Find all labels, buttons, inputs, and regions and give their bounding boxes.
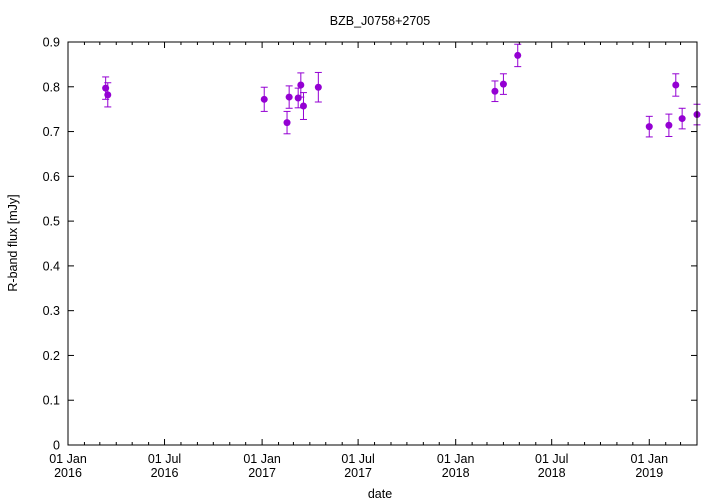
data-point <box>514 51 522 59</box>
data-point <box>297 81 305 89</box>
y-tick-label: 0.7 <box>43 125 60 139</box>
x-tick-label-line1: 01 Jul <box>535 452 568 466</box>
x-tick-label-line2: 2016 <box>151 466 179 480</box>
x-tick-label-line2: 2016 <box>54 466 82 480</box>
x-tick-label: 01 Jan 2019 <box>631 452 669 480</box>
data-point <box>260 95 268 103</box>
data-point <box>104 91 112 99</box>
x-tick-label: 01 Jan 2017 <box>243 452 281 480</box>
data-point <box>491 87 499 95</box>
y-tick-label: 0.6 <box>43 170 60 184</box>
data-point <box>285 93 293 101</box>
data-point <box>314 83 322 91</box>
y-tick-label: 0 <box>53 439 60 453</box>
axis-ticks <box>67 41 698 446</box>
data-point <box>665 121 673 129</box>
x-tick-label: 01 Jan 2016 <box>49 452 87 480</box>
x-tick-label-line1: 01 Jan <box>437 452 475 466</box>
data-points <box>102 51 701 131</box>
x-tick-label: 01 Jan 2018 <box>437 452 475 480</box>
x-tick-label-line2: 2018 <box>538 466 566 480</box>
y-tick-label: 0.8 <box>43 80 60 94</box>
plot-frame <box>67 41 698 446</box>
data-point <box>672 81 680 89</box>
x-tick-label: 01 Jul 2018 <box>535 452 568 480</box>
y-tick-label: 0.4 <box>43 259 60 273</box>
data-point <box>645 123 653 131</box>
y-tick-labels: 0 0.1 0.2 0.3 0.4 0.5 0.6 0.7 0.8 0.9 <box>43 36 60 453</box>
data-point <box>499 80 507 88</box>
x-tick-label-line2: 2018 <box>442 466 470 480</box>
y-tick-label: 0.1 <box>43 394 60 408</box>
x-tick-label-line2: 2019 <box>635 466 663 480</box>
x-tick-label-line1: 01 Jul <box>341 452 374 466</box>
data-point <box>299 102 307 110</box>
data-point <box>294 94 302 102</box>
data-point <box>678 115 686 123</box>
error-bars <box>102 43 701 138</box>
x-tick-label-line1: 01 Jan <box>49 452 87 466</box>
x-tick-label-line1: 01 Jan <box>243 452 281 466</box>
x-tick-label-line1: 01 Jan <box>631 452 669 466</box>
data-point <box>283 119 291 127</box>
y-tick-label: 0.5 <box>43 215 60 229</box>
y-tick-label: 0.9 <box>43 36 60 50</box>
x-tick-label-line2: 2017 <box>344 466 372 480</box>
chart-title: BZB_J0758+2705 <box>330 14 430 28</box>
y-axis-title: R-band flux [mJy] <box>6 194 20 291</box>
data-point <box>102 84 110 92</box>
y-tick-label: 0.2 <box>43 349 60 363</box>
x-tick-label: 01 Jul 2016 <box>148 452 181 480</box>
x-tick-label-line1: 01 Jul <box>148 452 181 466</box>
x-tick-label: 01 Jul 2017 <box>341 452 374 480</box>
x-tick-label-line2: 2017 <box>248 466 276 480</box>
x-axis-title: date <box>368 487 392 501</box>
y-tick-label: 0.3 <box>43 304 60 318</box>
